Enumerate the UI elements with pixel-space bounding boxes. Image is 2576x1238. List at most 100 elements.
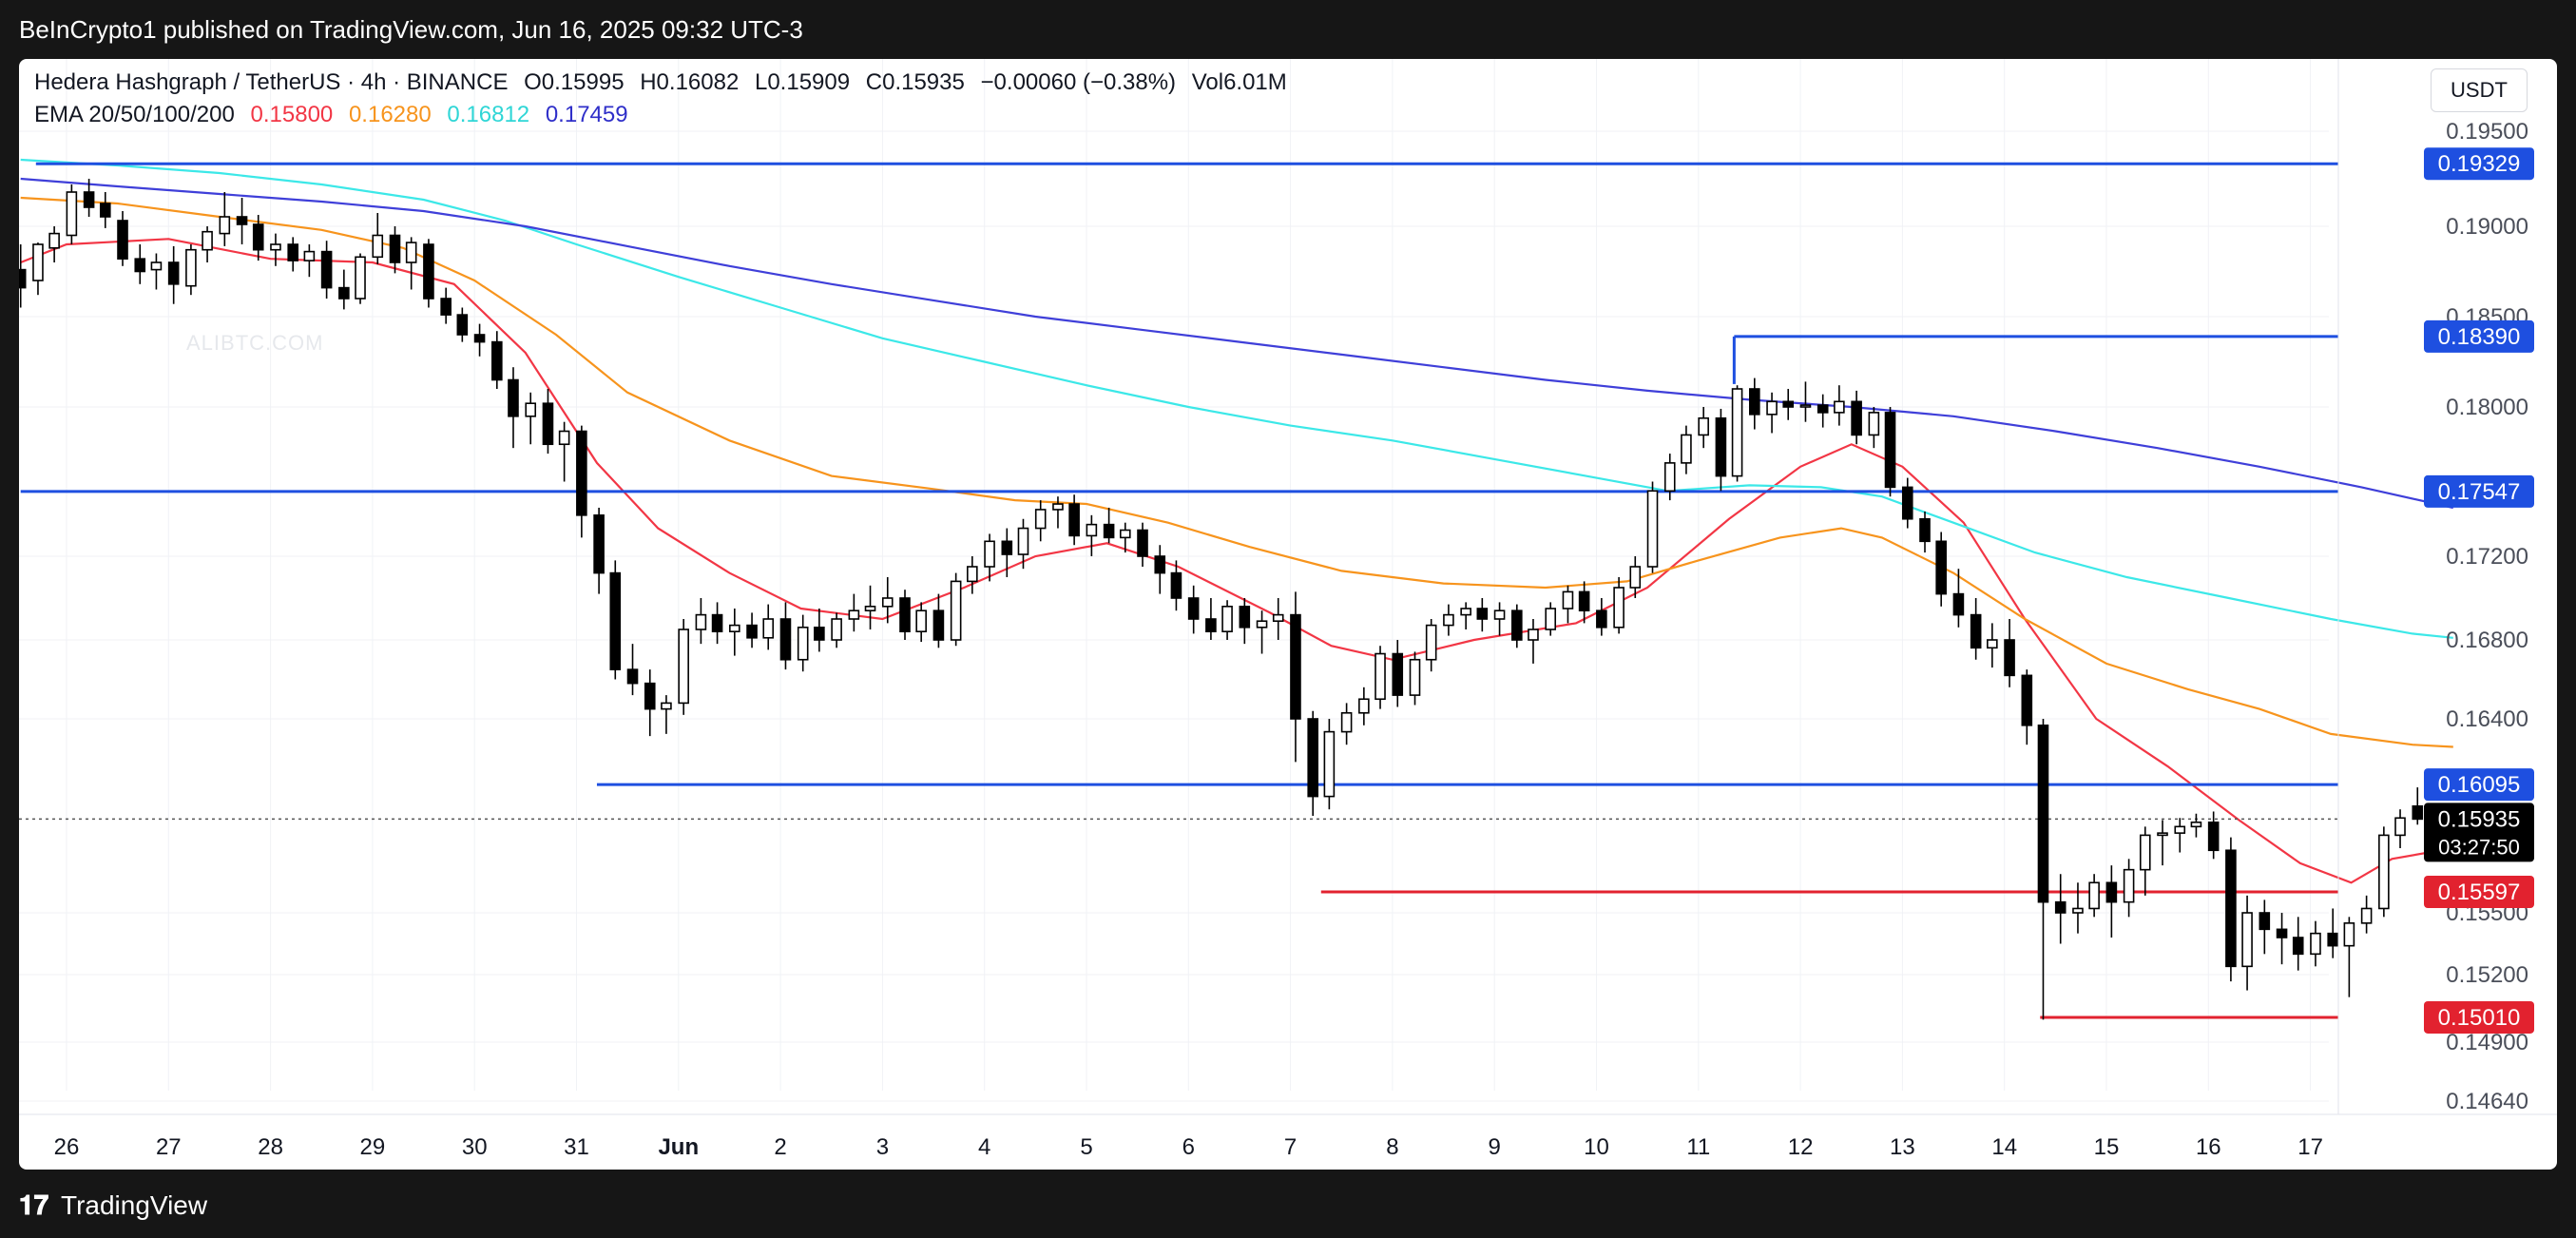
candle-body [661, 702, 672, 710]
candle-body [1290, 613, 1301, 720]
candle-body [1749, 388, 1760, 416]
candle-body [1493, 609, 1506, 620]
ema200-value: 0.17459 [545, 102, 628, 127]
level-price-tag [2424, 474, 2534, 508]
x-tick-label: 16 [2196, 1134, 2221, 1160]
candle-body [779, 618, 792, 661]
candle-body [881, 597, 894, 608]
candle-body [117, 220, 128, 261]
candle-body [2225, 849, 2237, 968]
candle-body [2394, 817, 2406, 837]
ema100-value: 0.16812 [447, 102, 530, 127]
candle-body [1562, 590, 1574, 609]
level-price-tag [2424, 1000, 2534, 1034]
candle-body [1646, 490, 1659, 568]
ema-line [20, 177, 2454, 510]
candle-body [2088, 881, 2100, 910]
x-tick-label: 15 [2094, 1134, 2120, 1160]
candle-body [2054, 900, 2067, 914]
chart-legend: Hedera Hashgraph / TetherUS · 4h · BINAN… [34, 67, 1297, 131]
level-price-tag [2424, 319, 2534, 353]
candle-body [389, 234, 401, 263]
candle-body [729, 624, 740, 632]
ema-line [20, 196, 2453, 748]
candle-body [2207, 821, 2220, 852]
candle-body [1868, 412, 1880, 436]
candle-body [542, 402, 554, 446]
currency-button[interactable]: USDT [2431, 68, 2528, 112]
candle-body [1613, 587, 1624, 629]
candle-body [1476, 608, 1489, 620]
candle-body [814, 626, 825, 641]
candle-body [83, 191, 95, 208]
chart-panel[interactable]: 0.19500 0.19000 0.18500 0.18000 0.17200 0.168… [19, 59, 2557, 1170]
current-price-label: 0.15935 [2438, 806, 2521, 832]
candle-body [2123, 868, 2135, 903]
candle-body [355, 256, 366, 300]
y-tick-label: 0.16400 [2446, 706, 2528, 732]
candle-body [423, 243, 434, 300]
candle-body [1578, 590, 1590, 612]
x-tick-label: 27 [156, 1134, 182, 1160]
candle-body [576, 430, 587, 516]
publish-info: BeInCrypto1 published on TradingView.com… [19, 15, 803, 44]
x-tick-label: 28 [258, 1134, 283, 1160]
candle-body [899, 597, 911, 633]
candle-body [1528, 629, 1539, 641]
candle-body [66, 191, 78, 237]
candle-body [1952, 592, 1965, 616]
candle-body [609, 571, 622, 670]
candle-body [1460, 608, 1471, 616]
current-price-tag [2424, 803, 2534, 862]
candle-body [797, 626, 809, 661]
candle-body [915, 609, 927, 633]
x-tick-label: 8 [1386, 1134, 1398, 1160]
change-value: −0.00060 (−0.38%) [980, 69, 1177, 95]
candle-body [1119, 529, 1131, 539]
x-tick-label: 6 [1182, 1134, 1195, 1160]
candle-body [48, 232, 60, 249]
candle-body [270, 243, 281, 251]
countdown-label: 03:27:50 [2438, 835, 2520, 859]
x-tick-label: 26 [54, 1134, 80, 1160]
candle-body [626, 668, 639, 685]
candle-body [2072, 907, 2084, 914]
candle-body [508, 378, 519, 417]
ohlc-row: Hedera Hashgraph / TetherUS · 4h · BINAN… [34, 67, 1297, 99]
level-price-label: 0.15597 [2438, 880, 2521, 905]
level-price-tag [2424, 876, 2534, 909]
x-tick-label: 2 [774, 1134, 786, 1160]
candle-body [287, 243, 299, 261]
ema-label: EMA 20/50/100/200 [34, 102, 235, 127]
candle-body [1731, 388, 1743, 477]
level-price-label: 0.19329 [2438, 151, 2521, 177]
candle-body [1239, 605, 1251, 629]
candle-body [1272, 613, 1284, 622]
candle-body [1851, 400, 1862, 436]
low-value: L0.15909 [754, 69, 851, 95]
candle-body [1001, 540, 1013, 555]
candle-body [2157, 832, 2168, 837]
candle-body [32, 243, 44, 281]
level-price-label: 0.15010 [2438, 1005, 2521, 1031]
candle-body [1034, 509, 1047, 530]
candle-body [1307, 718, 1319, 798]
candle-body [1358, 698, 1370, 714]
candle-body [950, 580, 962, 641]
x-tick-label: 12 [1788, 1134, 1814, 1160]
candle-body [1425, 624, 1437, 661]
footer: 𝟏𝟕 TradingView [0, 1170, 2576, 1238]
tradingview-logo-icon: 𝟏𝟕 [19, 1190, 49, 1220]
candle-body [1935, 540, 1947, 595]
candle-body [2310, 932, 2321, 956]
candle-body [831, 618, 842, 641]
candle-body [2276, 928, 2288, 938]
price-chart[interactable]: 0.195000.190000.185000.180000.172000.168… [19, 59, 2557, 1170]
candle-body [2004, 639, 2015, 677]
watermark: ALIBTC.COM [186, 331, 324, 355]
candle-body [1817, 404, 1829, 414]
candle-body [2378, 834, 2390, 910]
candle-body [1137, 529, 1148, 557]
y-tick-label: 0.14640 [2446, 1089, 2528, 1114]
candle-body [1409, 658, 1421, 696]
